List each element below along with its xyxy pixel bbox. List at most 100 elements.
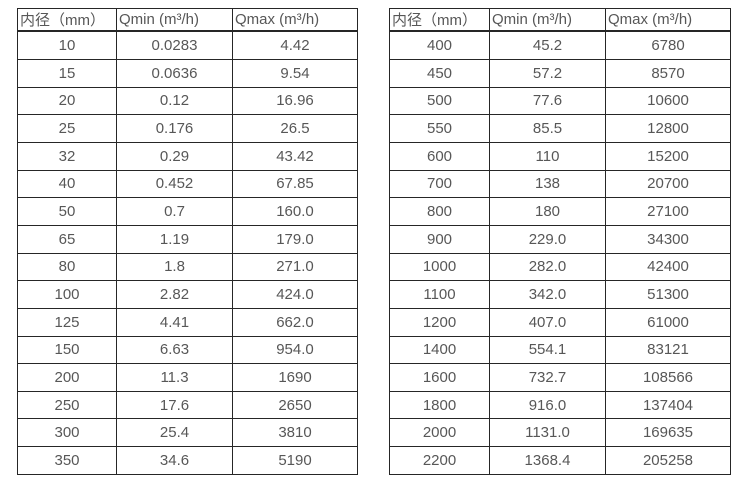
table-cell: 200 [17, 363, 117, 392]
table-cell: 51300 [605, 280, 731, 309]
table-cell: 16.96 [232, 86, 358, 116]
table-cell: 954.0 [232, 335, 358, 365]
table-cell: 1.19 [116, 224, 233, 254]
table-cell: 169635 [605, 418, 731, 448]
table-row: 15 0.0636 9.54 [17, 58, 358, 88]
table-cell: 424.0 [232, 280, 358, 309]
table-row: 25 0.176 26.5 [17, 114, 358, 143]
table-cell: 83121 [605, 335, 731, 365]
table-cell: 67.85 [232, 169, 358, 199]
table-row: 600 110 15200 [389, 141, 731, 171]
table-cell: 732.7 [489, 363, 606, 392]
table-cell: 15 [17, 58, 117, 88]
table-cell: 0.452 [116, 169, 233, 199]
table-cell: 800 [389, 197, 490, 226]
table-cell: 0.176 [116, 114, 233, 143]
table-cell: 900 [389, 224, 490, 254]
column-header: 内径（mm） [389, 8, 490, 32]
table-cell: 160.0 [232, 197, 358, 226]
table-cell: 662.0 [232, 307, 358, 337]
table-cell: 100 [17, 280, 117, 309]
table-cell: 25 [17, 114, 117, 143]
table-cell: 17.6 [116, 390, 233, 420]
table-cell: 25.4 [116, 418, 233, 448]
table-cell: 9.54 [232, 58, 358, 88]
table-cell: 34300 [605, 224, 731, 254]
table-cell: 12800 [605, 114, 731, 143]
table-cell: 450 [389, 58, 490, 88]
table-cell: 0.0283 [116, 30, 233, 60]
table-cell: 27100 [605, 197, 731, 226]
table-cell: 20700 [605, 169, 731, 199]
table-cell: 250 [17, 390, 117, 420]
table-row: 900 229.0 34300 [389, 224, 731, 254]
table-cell: 300 [17, 418, 117, 448]
table-row: 20 0.12 16.96 [17, 86, 358, 116]
table-cell: 550 [389, 114, 490, 143]
table-cell: 1600 [389, 363, 490, 392]
table-row: 550 85.5 12800 [389, 114, 731, 143]
table-row: 500 77.6 10600 [389, 86, 731, 116]
table-cell: 26.5 [232, 114, 358, 143]
table-row: 1100 342.0 51300 [389, 280, 731, 309]
column-header: Qmin (m³/h) [489, 8, 606, 32]
table-cell: 77.6 [489, 86, 606, 116]
table-row: 125 4.41 662.0 [17, 307, 358, 337]
table-cell: 0.12 [116, 86, 233, 116]
table-cell: 43.42 [232, 141, 358, 171]
table-cell: 1690 [232, 363, 358, 392]
column-header: Qmax (m³/h) [232, 8, 358, 32]
table-cell: 1100 [389, 280, 490, 309]
table-cell: 20 [17, 86, 117, 116]
table-cell: 57.2 [489, 58, 606, 88]
table-row: 400 45.2 6780 [389, 30, 731, 60]
table-row: 700 138 20700 [389, 169, 731, 199]
table-cell: 2650 [232, 390, 358, 420]
table-body: 10 0.0283 4.42 15 0.0636 9.54 20 0.12 16.96 25 0.1… [17, 30, 358, 475]
table-cell: 229.0 [489, 224, 606, 254]
table-cell: 40 [17, 169, 117, 199]
table-cell: 1131.0 [489, 418, 606, 448]
table-cell: 282.0 [489, 252, 606, 282]
table-cell: 205258 [605, 446, 731, 475]
table-body: 400 45.2 6780 450 57.2 8570 500 77.6 10600 550 85.… [389, 30, 731, 475]
table-row: 300 25.4 3810 [17, 418, 358, 448]
table-cell: 179.0 [232, 224, 358, 254]
table-row: 10 0.0283 4.42 [17, 30, 358, 60]
table-cell: 0.0636 [116, 58, 233, 88]
table-cell: 65 [17, 224, 117, 254]
table-cell: 150 [17, 335, 117, 365]
table-cell: 5190 [232, 446, 358, 475]
table-cell: 34.6 [116, 446, 233, 475]
table-cell: 4.42 [232, 30, 358, 60]
table-row: 65 1.19 179.0 [17, 224, 358, 254]
table-header: 内径（mm） Qmin (m³/h) Qmax (m³/h) [17, 8, 358, 32]
table-cell: 8570 [605, 58, 731, 88]
table-cell: 80 [17, 252, 117, 282]
table-cell: 271.0 [232, 252, 358, 282]
table-cell: 15200 [605, 141, 731, 171]
table-cell: 1000 [389, 252, 490, 282]
column-header: Qmax (m³/h) [605, 8, 731, 32]
flow-range-table-small-diameters: 内径（mm） Qmin (m³/h) Qmax (m³/h) 10 0.0283 4.4… [17, 8, 358, 475]
table-cell: 61000 [605, 307, 731, 337]
column-header: 内径（mm） [17, 8, 117, 32]
flow-range-tables: 内径（mm） Qmin (m³/h) Qmax (m³/h) 10 0.0283 4.4… [17, 8, 731, 475]
table-cell: 180 [489, 197, 606, 226]
table-row: 40 0.452 67.85 [17, 169, 358, 199]
table-cell: 50 [17, 197, 117, 226]
table-cell: 137404 [605, 390, 731, 420]
table-cell: 600 [389, 141, 490, 171]
table-cell: 400 [389, 30, 490, 60]
table-row: 2000 1131.0 169635 [389, 418, 731, 448]
table-cell: 4.41 [116, 307, 233, 337]
table-cell: 1400 [389, 335, 490, 365]
table-row: 32 0.29 43.42 [17, 141, 358, 171]
table-row: 2200 1368.4 205258 [389, 446, 731, 475]
table-cell: 350 [17, 446, 117, 475]
table-row: 1200 407.0 61000 [389, 307, 731, 337]
table-cell: 1.8 [116, 252, 233, 282]
table-cell: 1200 [389, 307, 490, 337]
table-row: 1000 282.0 42400 [389, 252, 731, 282]
table-cell: 32 [17, 141, 117, 171]
